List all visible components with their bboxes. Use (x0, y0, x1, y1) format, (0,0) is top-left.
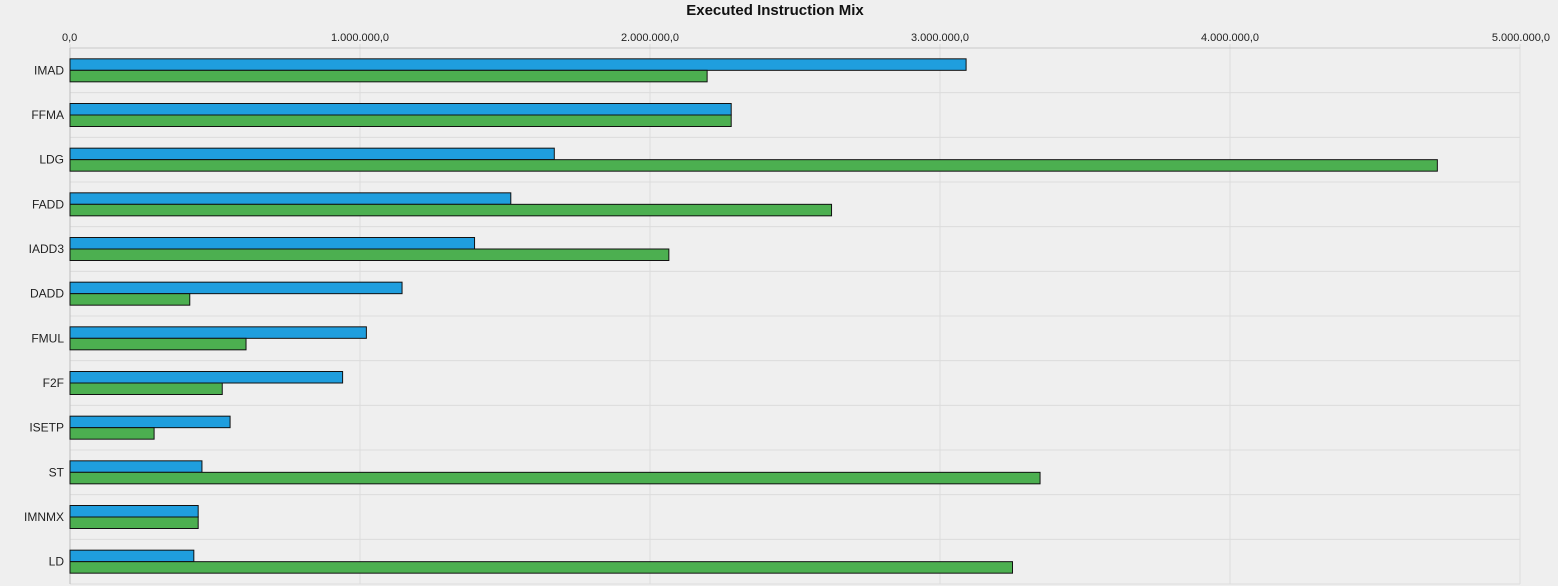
category-label: LDG (39, 153, 64, 167)
bar-series-2 (69, 203, 833, 217)
category-label: DADD (30, 287, 64, 301)
category-label: IMNMX (24, 510, 64, 524)
x-tick-label: 1.000.000,0 (331, 32, 389, 44)
bar-series-1 (69, 237, 476, 250)
bar-series-1 (69, 460, 203, 473)
bar-series-1 (69, 58, 967, 71)
category-label: F2F (43, 376, 64, 390)
category-label: ST (49, 465, 65, 479)
chart-title: Executed Instruction Mix (686, 2, 864, 19)
category-label: LD (49, 555, 65, 569)
bar-series-1 (69, 103, 732, 116)
category-label: FMUL (31, 331, 64, 345)
category-label: FADD (32, 197, 64, 211)
bar-series-2 (69, 159, 1438, 172)
bar-series-1 (69, 505, 199, 518)
category-label: IADD3 (29, 242, 65, 256)
bar-series-1 (69, 192, 512, 205)
bar-series-1 (69, 549, 195, 563)
category-label: FFMA (31, 108, 64, 122)
bar-series-2 (69, 382, 223, 395)
bar-series-2 (69, 516, 199, 529)
x-tick-label: 5.000.000,0 (1492, 32, 1550, 44)
bar-series-2 (69, 293, 191, 306)
x-tick-label: 4.000.000,0 (1201, 32, 1259, 44)
bar-series-2 (69, 427, 155, 440)
bar-series-1 (69, 371, 344, 384)
bar-series-1 (69, 281, 403, 295)
bar-series-2 (69, 471, 1041, 485)
x-tick-label: 0,0 (62, 32, 77, 44)
x-tick-label: 2.000.000,0 (621, 32, 679, 44)
bar-series-1 (69, 147, 555, 161)
bar-series-1 (69, 415, 231, 429)
bar-series-2 (69, 69, 708, 83)
category-label: ISETP (29, 421, 64, 435)
bar-series-2 (69, 337, 247, 351)
x-tick-label: 3.000.000,0 (911, 32, 969, 44)
bar-series-2 (69, 114, 732, 127)
category-label: IMAD (34, 63, 64, 77)
bar-series-1 (69, 326, 367, 339)
bar-series-2 (69, 561, 1013, 574)
bar-series-2 (69, 248, 670, 261)
